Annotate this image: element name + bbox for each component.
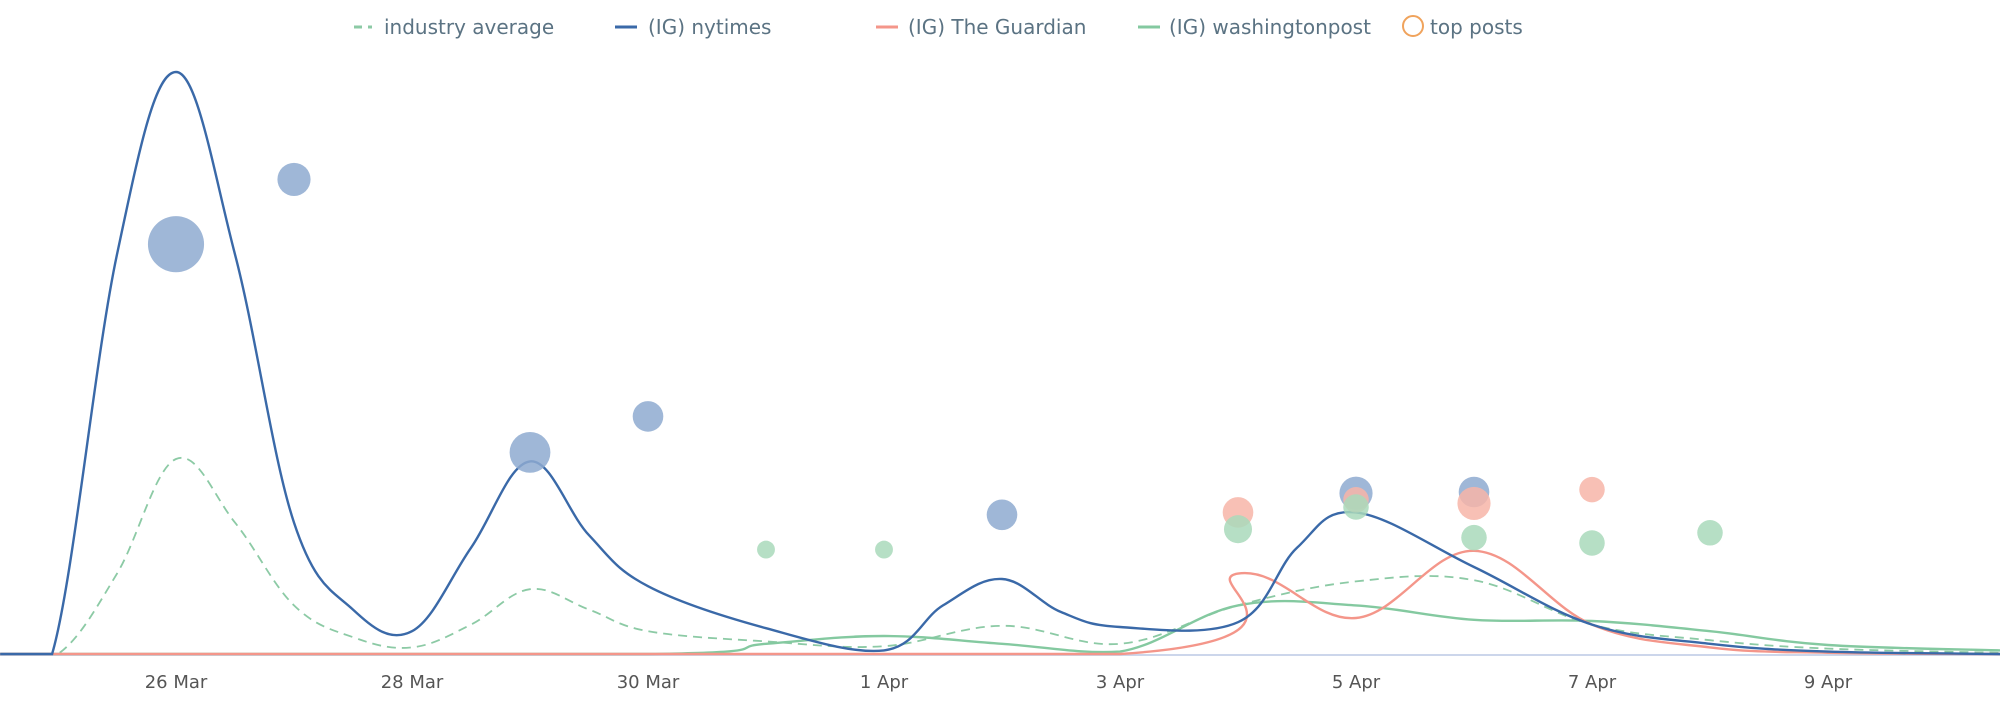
top-post-bubble[interactable] [1223,515,1253,544]
x-tick-label: 7 Apr [1568,672,1617,693]
series-layer [0,70,2000,656]
legend-item-top-posts[interactable]: top posts [1402,15,1523,39]
top-post-bubble[interactable] [875,540,893,559]
top-post-bubble[interactable] [1343,494,1369,520]
legend-item-the-guardian[interactable]: (IG) The Guardian [876,15,1086,39]
legend-item-industry-average[interactable]: industry average [354,15,554,39]
legend-label: top posts [1430,15,1523,39]
x-tick-label: 30 Mar [617,672,680,693]
x-tick-label: 26 Mar [145,672,208,693]
x-tick-label: 1 Apr [860,672,909,693]
legend-item-washingtonpost[interactable]: (IG) washingtonpost [1138,15,1371,39]
top-post-bubble[interactable] [757,540,775,559]
legend-label: (IG) washingtonpost [1169,15,1371,39]
x-axis-ticks: 26 Mar 28 Mar 30 Mar 1 Apr 3 Apr 5 Apr 7 Apr 9 … [145,672,1853,693]
top-post-bubble[interactable] [1579,476,1605,503]
top-post-bubble[interactable] [986,499,1018,531]
series-line-ig-nytimes[interactable] [0,70,2000,656]
top-post-bubble[interactable] [509,431,551,473]
x-tick-label: 3 Apr [1096,672,1145,693]
x-tick-label: 9 Apr [1804,672,1853,693]
x-tick-label: 5 Apr [1332,672,1381,693]
top-posts-layer [147,162,1723,559]
top-post-bubble[interactable] [147,216,205,273]
circle-icon [1402,15,1424,37]
top-post-bubble[interactable] [1461,524,1487,551]
legend-label: (IG) The Guardian [908,15,1086,39]
legend-label: (IG) nytimes [648,15,771,39]
series-line-industry-average[interactable] [0,456,2000,655]
top-post-bubble[interactable] [277,162,311,196]
top-post-bubble[interactable] [1579,530,1605,556]
x-tick-label: 28 Mar [381,672,444,693]
legend-item-nytimes[interactable]: (IG) nytimes [615,15,771,39]
top-post-bubble[interactable] [1697,520,1723,546]
legend: industry average (IG) nytimes (IG) The G… [354,15,1523,39]
series-line-ig-the-guardian[interactable] [0,549,2000,656]
legend-label: industry average [384,15,554,39]
top-post-bubble[interactable] [632,401,664,432]
top-post-bubble[interactable] [1457,486,1491,520]
